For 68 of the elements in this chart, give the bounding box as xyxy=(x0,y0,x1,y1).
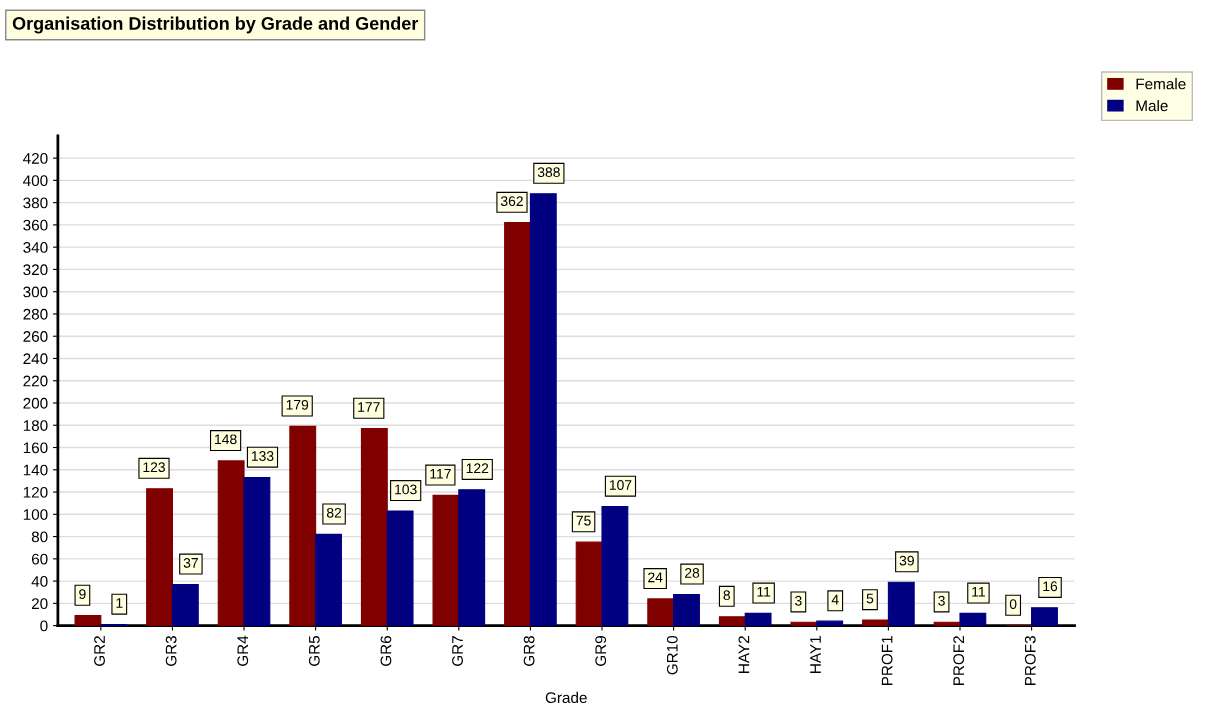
data-label: 16 xyxy=(1043,581,1058,592)
x-tick-label: GR9 xyxy=(595,636,607,666)
y-tick-label: 320 xyxy=(23,264,48,276)
y-tick-label: 140 xyxy=(23,464,48,476)
x-tick-label: GR6 xyxy=(380,636,392,666)
x-tick-label: GR7 xyxy=(452,636,463,666)
y-tick-label: 340 xyxy=(23,242,48,253)
data-label: 5 xyxy=(866,593,874,604)
data-label: 8 xyxy=(723,590,731,601)
data-label: 82 xyxy=(326,507,342,518)
legend-label: Female xyxy=(1136,78,1186,90)
y-tick-label: 260 xyxy=(23,331,48,342)
data-label: 107 xyxy=(609,480,632,490)
y-tick-label: 60 xyxy=(31,553,48,565)
data-label: 3 xyxy=(938,595,945,606)
data-label: 11 xyxy=(757,587,771,597)
y-tick-label: 40 xyxy=(31,575,48,587)
y-tick-label: 280 xyxy=(23,308,48,320)
data-label: 28 xyxy=(685,567,700,578)
data-label: 9 xyxy=(79,589,86,599)
y-tick-label: 100 xyxy=(23,509,48,520)
x-tick-label: GR2 xyxy=(94,636,105,666)
x-tick-label: PROF3 xyxy=(1024,636,1036,686)
data-label: 123 xyxy=(143,462,165,473)
data-label: 37 xyxy=(183,557,198,568)
legend-label: Male xyxy=(1136,99,1168,112)
data-label: 179 xyxy=(286,399,309,410)
data-label: 1 xyxy=(116,598,123,608)
x-axis-title: Grade xyxy=(545,691,587,704)
y-tick-label: 400 xyxy=(23,175,48,187)
x-tick-label: GR8 xyxy=(523,636,535,666)
data-label: 0 xyxy=(1009,599,1017,609)
data-label: 103 xyxy=(395,484,417,495)
y-tick-label: 220 xyxy=(23,375,48,387)
x-tick-label: HAY1 xyxy=(810,636,821,673)
y-tick-label: 80 xyxy=(31,531,48,543)
x-tick-label: GR5 xyxy=(308,635,320,666)
y-tick-label: 120 xyxy=(23,486,48,498)
data-label: 11 xyxy=(972,587,985,597)
data-label: 39 xyxy=(899,555,914,566)
x-tick-label: GR4 xyxy=(237,635,249,666)
data-label: 388 xyxy=(537,167,560,178)
data-label: 122 xyxy=(466,463,489,474)
y-tick-label: 0 xyxy=(40,620,48,632)
y-tick-label: 420 xyxy=(23,152,48,164)
data-label: 133 xyxy=(251,451,274,461)
x-tick-label: PROF2 xyxy=(953,636,965,686)
y-tick-label: 180 xyxy=(23,420,48,431)
data-label: 3 xyxy=(795,595,802,606)
y-tick-label: 380 xyxy=(23,197,48,209)
y-tick-label: 360 xyxy=(23,219,48,231)
data-label: 148 xyxy=(215,434,237,445)
data-label: 362 xyxy=(500,196,523,207)
y-tick-label: 240 xyxy=(23,353,48,365)
x-tick-label: PROF1 xyxy=(881,636,893,686)
y-tick-label: 200 xyxy=(23,397,48,409)
x-tick-label: HAY2 xyxy=(738,636,750,673)
x-tick-label: GR10 xyxy=(666,635,678,675)
y-tick-label: 160 xyxy=(23,442,48,454)
data-label: 4 xyxy=(831,594,839,605)
y-tick-label: 300 xyxy=(23,286,48,298)
chart-title: Organisation Distribution by Grade and Gender xyxy=(12,16,419,34)
data-label: 117 xyxy=(430,469,451,479)
data-label: 177 xyxy=(358,402,380,412)
data-label: 75 xyxy=(576,515,591,526)
data-label: 24 xyxy=(648,572,663,583)
y-tick-label: 20 xyxy=(31,598,48,610)
x-tick-label: GR3 xyxy=(165,636,177,666)
